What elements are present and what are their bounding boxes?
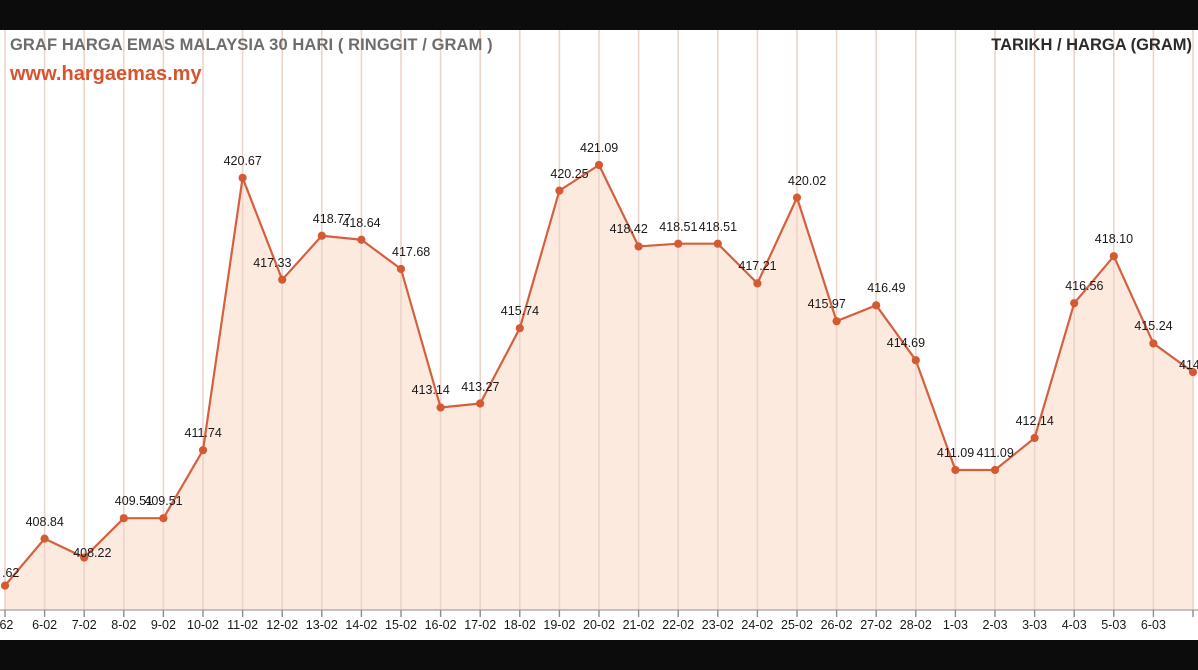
data-point-label: .62 (2, 565, 20, 580)
x-axis-tick-label: 15-02 (385, 618, 417, 632)
letterbox-bottom-bar (0, 640, 1198, 670)
data-point-label: 418.64 (342, 215, 381, 230)
x-axis-tick-label: 6-03 (1140, 618, 1166, 632)
x-axis-tick-label: 12-02 (266, 618, 299, 632)
x-axis-tick-label: 21-02 (622, 618, 655, 632)
data-point-label: 420.02 (788, 173, 827, 188)
x-axis-tick-label: 3-03 (1022, 618, 1048, 632)
data-point-label: 415.24 (1134, 319, 1173, 334)
x-axis-tick-label: 26-02 (820, 618, 853, 632)
data-point-label: 413.27 (461, 379, 500, 394)
x-axis-tick-label: 7-02 (71, 618, 97, 632)
x-axis-tick-label: 28-02 (899, 618, 932, 632)
data-point-label: 411.09 (936, 446, 975, 460)
data-point-label: 416.49 (867, 281, 906, 296)
chart-svg-canvas (0, 30, 1198, 640)
data-point-label: 418.10 (1094, 232, 1134, 247)
data-point-label: 412.14 (1015, 413, 1054, 428)
data-point-label: 420.67 (223, 153, 262, 168)
x-axis-tick-label: 2-03 (982, 618, 1008, 632)
data-point-label: 409.51 (114, 494, 154, 509)
x-axis-tick-label: 22-02 (662, 618, 695, 632)
data-point-label: 417.33 (253, 255, 292, 270)
data-point-label: 408.84 (25, 514, 64, 529)
data-point-label: 408.22 (73, 545, 112, 560)
x-axis-tick-label: 27-02 (860, 618, 893, 632)
x-axis-tick-label: 24-02 (741, 618, 774, 632)
data-point-label: 409.51 (144, 494, 183, 509)
x-axis-tick-label: 6-02 (32, 618, 58, 632)
x-axis-tick-label: .62 (0, 618, 14, 632)
data-point-label: 417.21 (738, 259, 777, 274)
axis-legend-label: TARIKH / HARGA (GRAM) (991, 36, 1192, 54)
x-axis-tick-label: 1-03 (942, 618, 968, 632)
x-axis-tick-label: 23-02 (701, 618, 734, 632)
x-axis-tick-label: 8-02 (111, 618, 137, 632)
data-point-label: 414 (1179, 358, 1198, 373)
x-axis-tick-label: 17-02 (464, 618, 497, 632)
data-point-label: 415.97 (807, 297, 846, 312)
chart-plot-area: .62 408.84 408.22 409.51 409.51 411.74 420.67 4… (0, 30, 1198, 640)
data-point-label: 418.42 (609, 222, 648, 237)
x-axis-tick-label: 10-02 (187, 618, 219, 632)
data-point-label: 418.77 (312, 211, 352, 226)
data-point-label: 413.14 (411, 383, 450, 398)
data-point-label: 421.09 (580, 141, 619, 155)
data-point-label: 415.74 (500, 304, 540, 319)
x-axis-tick-label: 20-02 (583, 618, 615, 632)
x-axis-tick-label: 13-02 (305, 618, 338, 632)
x-axis-tick-label: 11-02 (227, 618, 259, 632)
data-point-label: 416.56 (1065, 279, 1104, 294)
x-axis-tick-label: 9-02 (150, 618, 176, 632)
data-point-label: 418.51 (659, 219, 698, 234)
page-title: GRAF HARGA EMAS MALAYSIA 30 HARI ( RINGG… (10, 36, 493, 54)
x-axis-tick-label: 4-03 (1061, 618, 1087, 632)
letterbox-top-bar (0, 0, 1198, 30)
data-point-label: 411.74 (184, 426, 222, 441)
data-point-label: 420.25 (550, 166, 589, 181)
data-point-label: 414.69 (886, 336, 926, 351)
site-watermark: www.hargaemas.my (10, 63, 202, 85)
x-axis-tick-label: 14-02 (345, 618, 378, 632)
data-point-label: 417.68 (392, 245, 431, 259)
x-axis-tick-label: 19-02 (543, 618, 576, 632)
data-point-label: 411.09 (976, 446, 1014, 460)
x-axis-tick-label: 25-02 (781, 618, 813, 632)
x-axis-tick-label: 5-03 (1101, 618, 1127, 632)
x-axis-tick-label: 18-02 (503, 618, 536, 632)
data-point-label: 418.51 (698, 219, 738, 234)
x-axis-tick-label: 16-02 (424, 618, 457, 632)
